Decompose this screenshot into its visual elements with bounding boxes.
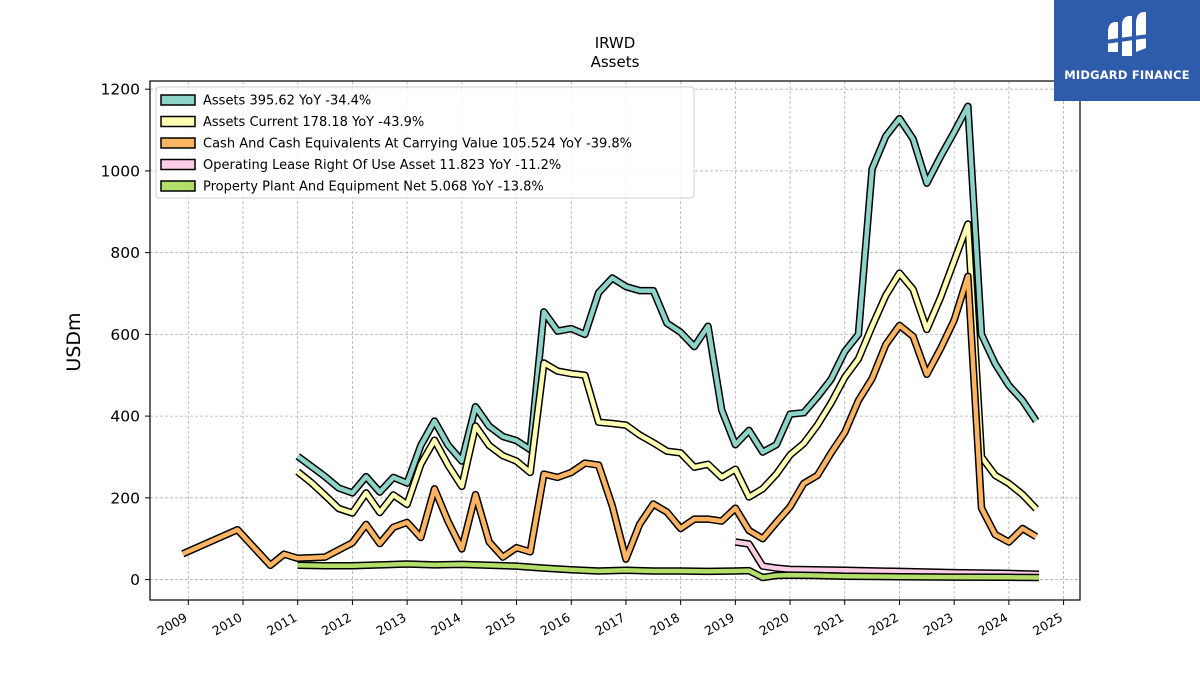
- plot-frame: [149, 80, 1081, 601]
- legend-swatch: [160, 115, 196, 128]
- y-tick-label: 0: [130, 571, 140, 589]
- x-tick-label: 2013: [374, 610, 409, 639]
- legend-entry: Assets 395.62 YoY -34.4%: [203, 94, 371, 109]
- x-tick-label: 2022: [866, 610, 901, 639]
- x-tick-label: 2011: [264, 610, 299, 639]
- y-tick-label: 400: [110, 408, 140, 426]
- y-tick-label: 1200: [101, 81, 140, 99]
- legend-swatch: [160, 158, 196, 171]
- series-line-assets-current: [296, 221, 1038, 516]
- x-tick-label: 2019: [702, 610, 737, 639]
- y-axis-label: USDm: [63, 312, 85, 371]
- legend-entry: Cash And Cash Equivalents At Carrying Va…: [203, 137, 632, 152]
- x-tick-label: 2010: [209, 610, 244, 639]
- chart-title: IRWD: [595, 34, 636, 52]
- x-tick-label: 2016: [538, 610, 573, 639]
- legend-swatch: [160, 180, 196, 192]
- brand-logo: MIDGARD FINANCE: [1054, 0, 1200, 101]
- series-line-property-plant-and-equipment-net: [297, 561, 1040, 580]
- x-tick-label: 2018: [647, 610, 682, 639]
- x-tick-label: 2015: [483, 610, 518, 639]
- legend-entry: Operating Lease Right Of Use Asset 11.82…: [203, 158, 561, 173]
- x-tick-label: 2023: [921, 610, 956, 639]
- legend-swatch: [160, 94, 196, 106]
- legend-swatch: [160, 137, 196, 149]
- legend-entry: Property Plant And Equipment Net 5.068 Y…: [203, 180, 544, 195]
- y-tick-label: 800: [110, 244, 140, 262]
- x-tick-label: 2014: [428, 610, 463, 639]
- y-tick-label: 600: [110, 326, 140, 344]
- series-line-operating-lease-right-of-use-asset: [735, 539, 1040, 577]
- legend: Assets 395.62 YoY -34.4% Assets Current 1…: [155, 86, 695, 199]
- x-tick-label: 2025: [1030, 610, 1065, 639]
- x-tick-label: 2017: [592, 610, 627, 639]
- chart-subtitle: Assets: [591, 53, 640, 71]
- y-tick-label: 1000: [101, 162, 140, 180]
- x-tick-label: 2009: [155, 610, 190, 639]
- x-tick-label: 2012: [319, 610, 354, 639]
- y-tick-label: 200: [110, 489, 140, 507]
- series-group: [181, 102, 1040, 582]
- logo-mark-icon: [1105, 12, 1149, 56]
- x-tick-label: 2020: [757, 610, 792, 639]
- series-line-cash-and-cash-equivalents-at-carrying-value: [181, 274, 1038, 568]
- x-tick-label: 2024: [975, 610, 1010, 639]
- series-line-assets: [296, 104, 1039, 496]
- legend-box: [155, 86, 695, 199]
- x-tick-label: 2021: [811, 610, 846, 639]
- logo-text: MIDGARD FINANCE: [1064, 68, 1190, 82]
- legend-entry: Assets Current 178.18 YoY -43.9%: [203, 115, 424, 130]
